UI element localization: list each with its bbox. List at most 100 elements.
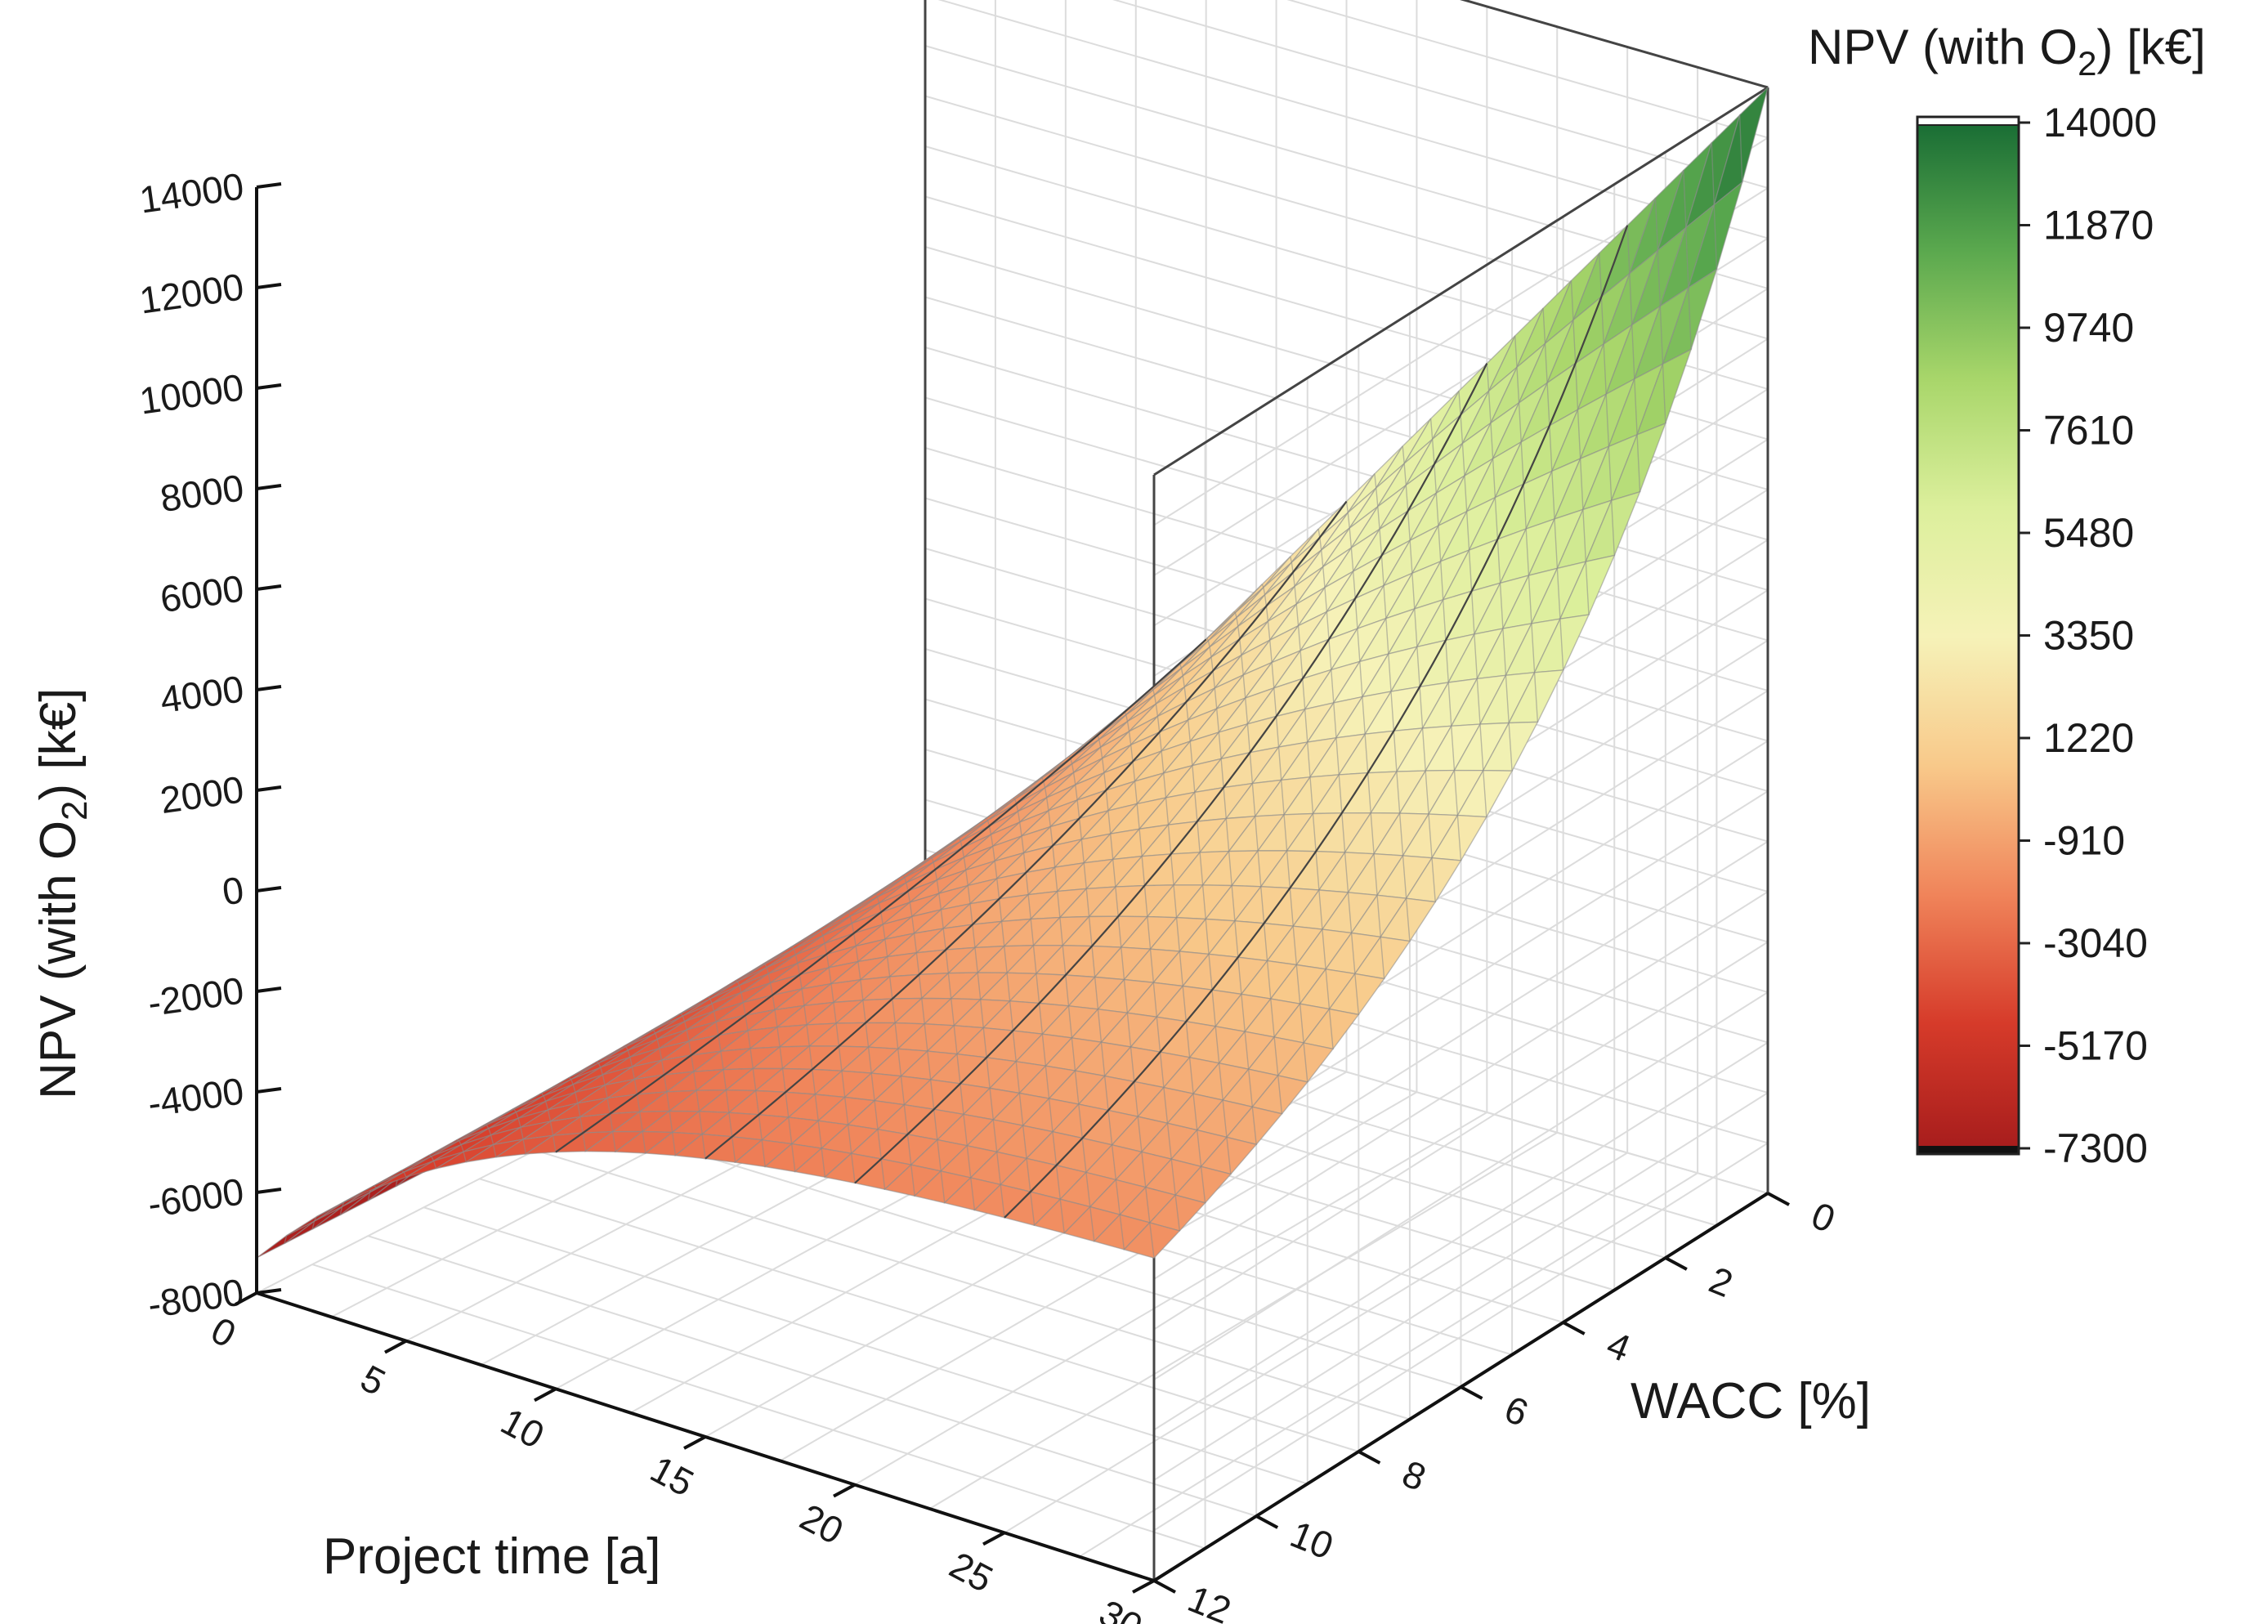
surface-diagonal (1134, 781, 1138, 804)
surface-diagonal (656, 1039, 660, 1049)
surface-diagonal (808, 1045, 813, 1070)
y-tick (1767, 1192, 1790, 1206)
surface-diagonal (1273, 687, 1277, 717)
surface-diagonal (671, 1132, 677, 1156)
surface-diagonal (1738, 114, 1743, 183)
surface-diagonal (862, 1000, 866, 1023)
z-tick-label: 8000 (158, 466, 247, 520)
surface-diagonal (989, 1088, 995, 1121)
surface-diagonal (1350, 548, 1354, 572)
surface-diagonal (1468, 550, 1473, 592)
surface-diagonal (432, 1161, 437, 1170)
surface-diagonal (1179, 664, 1183, 669)
surface-diagonal (1385, 618, 1389, 655)
surface-diagonal (1325, 969, 1331, 1009)
surface-diagonal (1379, 529, 1383, 556)
surface-diagonal (1445, 640, 1449, 683)
colorbar-tick-label: -3040 (2043, 920, 2148, 966)
surface-diagonal (1107, 1110, 1113, 1145)
surface-diagonal (1218, 1063, 1223, 1101)
surface-diagonal (1402, 445, 1405, 464)
surface-diagonal (1100, 1042, 1106, 1076)
surface-diagonal (1214, 687, 1218, 709)
surface-diagonal (755, 1090, 760, 1115)
surface-diagonal (722, 1069, 727, 1090)
surface-diagonal (1045, 797, 1049, 812)
grid-line (1153, 840, 1769, 1230)
surface-diagonal (1333, 702, 1337, 738)
colorbar-tick-label: 1220 (2043, 715, 2134, 761)
z-tick (256, 283, 282, 289)
surface-diagonal (1155, 704, 1159, 717)
y-tick-label: 4 (1601, 1322, 1636, 1370)
surface-diagonal (1197, 821, 1201, 852)
surface-diagonal (1320, 549, 1324, 567)
surface-diagonal (488, 1128, 492, 1136)
surface-diagonal (1634, 378, 1638, 435)
surface-diagonal (728, 1112, 733, 1137)
frame-edge (1153, 86, 1769, 476)
surface-diagonal (1453, 770, 1459, 816)
surface-diagonal (547, 1109, 552, 1122)
colorbar: NPV (with O2) [k€] 14000 11870 9740 7610 548… (1808, 20, 2206, 1171)
surface-diagonal (963, 857, 967, 870)
surface-diagonal (992, 846, 995, 861)
surface-diagonal (1307, 742, 1311, 777)
surface-diagonal (1688, 287, 1692, 350)
surface-diagonal (1685, 227, 1689, 288)
surface-diagonal (1657, 250, 1662, 306)
surface-diagonal (1137, 1116, 1143, 1152)
surface-diagonal (1292, 572, 1295, 587)
surface-diagonal (1443, 599, 1447, 641)
surface-diagonal (1188, 1057, 1194, 1094)
surface-diagonal (1402, 855, 1407, 899)
z-tick (256, 584, 282, 591)
surface-diagonal (1605, 394, 1610, 447)
surface-diagonal (772, 995, 776, 1010)
surface-diagonal (1362, 696, 1366, 735)
x-tick (1132, 1579, 1155, 1594)
surface-diagonal (1036, 973, 1040, 1004)
surface-diagonal (1295, 604, 1300, 626)
surface-diagonal (998, 898, 1003, 922)
surface-diagonal (933, 861, 936, 870)
grid-line (311, 1264, 1206, 1550)
surface-diagonal (1054, 867, 1058, 892)
surface-diagonal (1549, 425, 1553, 472)
x-tick (982, 1531, 1005, 1546)
surface-diagonal (1349, 528, 1353, 548)
surface-diagonal (1081, 1138, 1087, 1173)
surface-diagonal (806, 1024, 810, 1047)
surface-diagonal (1159, 1052, 1165, 1088)
surface-diagonal (906, 1134, 912, 1165)
surface-diagonal (1251, 1107, 1257, 1145)
surface-diagonal (1499, 583, 1504, 629)
surface-diagonal (1315, 851, 1320, 891)
surface-diagonal (1626, 225, 1631, 274)
surface-diagonal (1263, 923, 1268, 961)
surface-diagonal (1173, 884, 1178, 918)
surface-diagonal (660, 1060, 665, 1076)
surface-diagonal (1185, 701, 1189, 721)
surface-diagonal (1428, 814, 1433, 858)
surface-diagonal (945, 949, 950, 973)
surface-diagonal (828, 967, 832, 984)
z-tick-label: 4000 (158, 667, 247, 721)
surface-diagonal (1110, 834, 1114, 860)
surface-diagonal (1246, 723, 1251, 753)
surface-diagonal (1236, 617, 1239, 627)
surface-diagonal (1062, 945, 1067, 976)
surface-diagonal (1197, 1130, 1202, 1167)
surface-diagonal (1376, 895, 1381, 937)
surface-diagonal (1239, 638, 1242, 655)
surface-diagonal (1264, 594, 1268, 606)
surface-diagonal (1147, 916, 1152, 950)
surface-diagonal (1251, 783, 1256, 816)
surface-diagonal (1242, 674, 1246, 699)
surface-diagonal (1683, 170, 1687, 228)
surface-diagonal (1072, 772, 1076, 785)
surface-diagonal (1431, 857, 1436, 902)
surface-diagonal (1134, 1081, 1138, 1117)
surface-diagonal (1237, 957, 1242, 995)
y-tick (1358, 1450, 1381, 1465)
